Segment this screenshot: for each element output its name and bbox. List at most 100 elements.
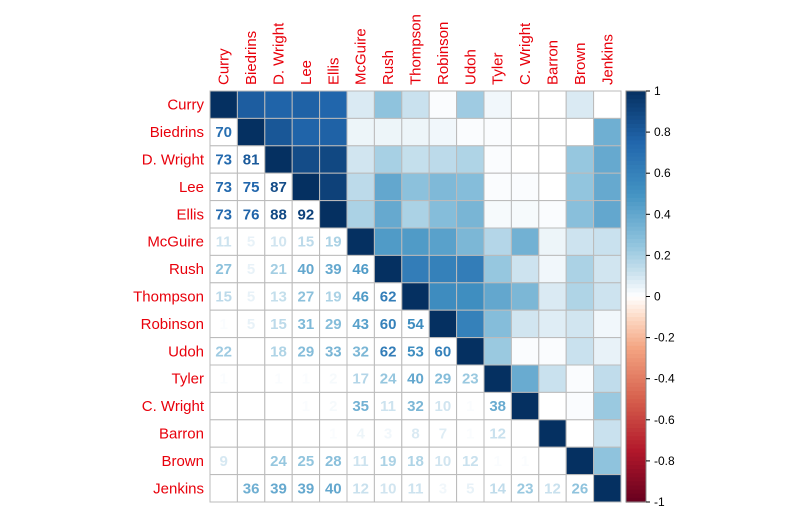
matrix-cell (538, 364, 567, 393)
matrix-cell (510, 145, 540, 174)
cell-value: 29 (298, 343, 315, 360)
cell-value: 1 (220, 316, 228, 333)
matrix-cell (291, 474, 321, 503)
cell-value: 46 (352, 289, 369, 306)
matrix-cell (483, 200, 512, 229)
matrix-cell (291, 446, 321, 476)
legend-swatch (626, 197, 646, 203)
legend-swatch (626, 115, 646, 121)
matrix-cell (593, 254, 622, 284)
legend-swatch (626, 296, 646, 302)
matrix-cell (209, 200, 238, 229)
column-label: Tyler (490, 52, 507, 85)
matrix-cell (236, 90, 266, 119)
matrix-cell (593, 337, 622, 366)
matrix-cell (456, 200, 485, 229)
cell-value: 87 (270, 179, 287, 196)
legend-swatch (626, 99, 646, 104)
matrix-cell (346, 474, 375, 503)
matrix-cell (565, 309, 595, 339)
cell-value: 76 (243, 206, 260, 223)
cell-value: 26 (572, 480, 589, 497)
matrix-cell (593, 474, 622, 503)
legend-swatch (626, 288, 646, 293)
legend-tick-label: -1 (654, 495, 665, 506)
matrix-cell (236, 117, 266, 147)
cell-value: 5 (466, 480, 474, 497)
matrix-cell (291, 337, 321, 366)
row-label: Ellis (176, 206, 204, 223)
cell-value: 24 (270, 453, 287, 470)
matrix-cell (209, 117, 238, 147)
cell-value: 15 (270, 316, 287, 333)
cell-value: 62 (380, 343, 397, 360)
matrix-cell (510, 446, 540, 476)
matrix-cell (236, 419, 266, 448)
matrix-cell (264, 227, 293, 256)
cell-value: 11 (353, 453, 369, 470)
legend-swatch (626, 497, 646, 503)
matrix-cell (428, 172, 458, 202)
matrix-cell (565, 254, 595, 284)
column-label: Lee (298, 60, 315, 85)
cell-value: 73 (215, 152, 232, 169)
matrix-cell (565, 364, 595, 393)
legend-swatch (626, 460, 646, 466)
column-label: Curry (216, 48, 233, 85)
cell-value: 36 (243, 480, 260, 497)
cell-value: 1 (521, 453, 529, 470)
cell-value: 28 (325, 453, 342, 470)
matrix-cell (483, 474, 512, 503)
matrix-cell (428, 117, 458, 147)
legend-swatch (626, 255, 646, 261)
legend-swatch (626, 95, 646, 100)
matrix-cell (456, 117, 485, 147)
legend-swatch (626, 251, 646, 256)
matrix-cell (236, 474, 266, 503)
cell-value: 11 (408, 480, 424, 497)
legend-swatch (626, 173, 646, 178)
matrix-cell (510, 337, 540, 366)
cell-value: 8 (411, 426, 419, 443)
legend-swatch (626, 399, 646, 404)
cell-value: 7 (439, 426, 447, 443)
cell-value: 19 (325, 234, 342, 251)
legend-swatch (626, 263, 646, 269)
matrix-cell (483, 282, 512, 311)
cell-value: 32 (352, 343, 369, 360)
cell-value: 92 (298, 206, 315, 223)
matrix-cell (510, 474, 540, 503)
matrix-cell (538, 391, 567, 421)
matrix-cell (483, 446, 512, 476)
row-label: C. Wright (142, 398, 205, 415)
cell-value: 1 (302, 371, 310, 388)
matrix-cell (510, 419, 540, 448)
matrix-cells (209, 90, 622, 503)
matrix-cell (373, 474, 403, 503)
cell-value: 19 (380, 453, 397, 470)
legend-swatch (626, 107, 646, 113)
column-label: Brown (572, 42, 589, 85)
legend-swatch (626, 378, 646, 384)
legend-swatch (626, 193, 646, 199)
cell-value: 9 (220, 453, 228, 470)
matrix-cell (401, 337, 430, 366)
legend-swatch (626, 164, 646, 170)
legend-swatch (626, 201, 646, 207)
matrix-cell (565, 200, 595, 229)
legend-swatch (626, 91, 646, 96)
cell-value: 40 (325, 480, 342, 497)
cell-value: 1 (274, 371, 282, 388)
legend-swatch (626, 456, 646, 462)
matrix-cell (593, 419, 622, 448)
matrix-cell (291, 419, 321, 448)
legend-swatch (626, 419, 646, 425)
cell-value: 13 (270, 289, 287, 306)
cell-value: 23 (462, 371, 479, 388)
cell-value: 29 (435, 371, 452, 388)
legend-swatch (626, 152, 646, 158)
matrix-cell (456, 145, 485, 174)
cell-value: 40 (407, 371, 424, 388)
matrix-cell (593, 364, 622, 393)
legend-tick-label: 0.8 (654, 125, 671, 139)
